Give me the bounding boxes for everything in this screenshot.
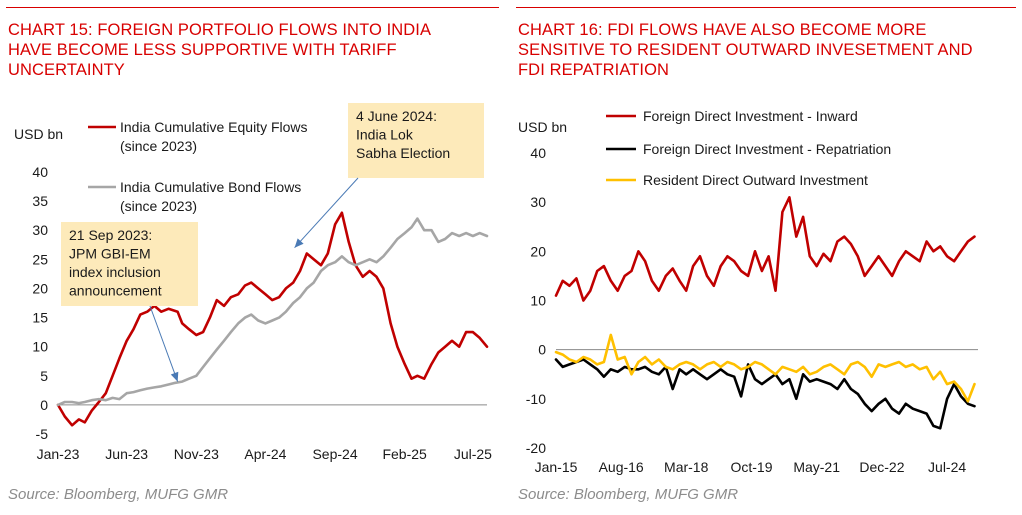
y-tick-label: 40 bbox=[32, 164, 48, 180]
y-tick-label: 10 bbox=[530, 293, 546, 309]
x-tick-label: Nov-23 bbox=[174, 446, 219, 462]
annotation-text: Sabha Election bbox=[356, 145, 450, 161]
annotation-text: JPM GBI-EM bbox=[69, 246, 151, 262]
annotation-text: 21 Sep 2023: bbox=[69, 227, 152, 243]
annotation-arrow-head bbox=[170, 371, 179, 382]
x-tick-label: Dec-22 bbox=[859, 459, 904, 475]
chart-plot: USD bn -20 -10 0 10 20 30 40 Jan-15 Aug-16 Mar-18 O… bbox=[518, 108, 978, 475]
annotation-text: 4 June 2024: bbox=[356, 108, 437, 124]
x-tick-label: May-21 bbox=[793, 459, 840, 475]
x-tick-label: Jan-23 bbox=[37, 446, 80, 462]
chart-plot: USD bn -5 0 5 10 15 20 25 30 35 40 Jan-23 Jun-23 Nov-… bbox=[14, 103, 492, 462]
y-tick-label: 0 bbox=[538, 342, 546, 358]
y-tick-label: -10 bbox=[526, 391, 546, 407]
x-tick-label: Mar-18 bbox=[664, 459, 709, 475]
x-tick-label: Jul-24 bbox=[928, 459, 966, 475]
chart-title-line: SENSITIVE TO RESIDENT OUTWARD INVESETMEN… bbox=[518, 41, 973, 59]
annotation-box bbox=[61, 222, 198, 306]
chart-title-line: FDI REPATRIATION bbox=[518, 61, 670, 79]
legend-label: India Cumulative Bond Flows bbox=[120, 179, 301, 195]
legend-label: India Cumulative Equity Flows bbox=[120, 119, 308, 135]
chart-title: CHART 16: FDI FLOWS HAVE ALSO BECOME MOR… bbox=[518, 20, 1014, 80]
y-axis-label: USD bn bbox=[14, 126, 63, 142]
annotation-box bbox=[348, 103, 484, 178]
legend-label: (since 2023) bbox=[120, 138, 197, 154]
y-tick-label: 10 bbox=[32, 339, 48, 355]
x-tick-label: Apr-24 bbox=[244, 446, 286, 462]
series-line-2 bbox=[554, 333, 976, 403]
x-tick-label: Oct-19 bbox=[730, 459, 772, 475]
annotation-text: announcement bbox=[69, 283, 162, 299]
source-note: Source: Bloomberg, MUFG GMR bbox=[518, 486, 739, 503]
title-rule bbox=[516, 7, 1016, 8]
y-tick-label: 15 bbox=[32, 310, 48, 326]
chart-title: CHART 15: FOREIGN PORTFOLIO FLOWS INTO I… bbox=[8, 20, 497, 80]
y-tick-label: 25 bbox=[32, 251, 48, 267]
x-tick-label: Feb-25 bbox=[382, 446, 427, 462]
y-tick-label: -5 bbox=[36, 426, 49, 442]
x-tick-label: Jun-23 bbox=[105, 446, 148, 462]
chart-title-line: CHART 15: FOREIGN PORTFOLIO FLOWS INTO I… bbox=[8, 21, 432, 39]
series-line-1 bbox=[554, 358, 976, 430]
y-tick-label: 30 bbox=[530, 194, 546, 210]
x-tick-label: Aug-16 bbox=[599, 459, 644, 475]
x-tick-label: Jan-15 bbox=[535, 459, 578, 475]
legend-label: (since 2023) bbox=[120, 198, 197, 214]
y-tick-label: 5 bbox=[40, 368, 48, 384]
series-line-0 bbox=[56, 211, 489, 427]
source-note: Source: Bloomberg, MUFG GMR bbox=[8, 486, 229, 503]
y-axis-label: USD bn bbox=[518, 119, 567, 135]
y-tick-label: 20 bbox=[32, 280, 48, 296]
annotation-arrow-line bbox=[294, 177, 359, 249]
series-line-1 bbox=[56, 217, 489, 407]
annotation-arrow-head bbox=[294, 238, 304, 248]
legend-label: Resident Direct Outward Investment bbox=[643, 172, 868, 188]
y-tick-label: 40 bbox=[530, 145, 546, 161]
title-rule bbox=[6, 7, 499, 8]
y-tick-label: 0 bbox=[40, 397, 48, 413]
chart-title-line: CHART 16: FDI FLOWS HAVE ALSO BECOME MOR… bbox=[518, 21, 927, 39]
y-tick-label: -20 bbox=[526, 440, 546, 456]
chart-panel-right: CHART 16: FDI FLOWS HAVE ALSO BECOME MOR… bbox=[510, 0, 1022, 515]
chart-title-line: HAVE BECOME LESS SUPPORTIVE WITH TARIFF bbox=[8, 41, 397, 59]
y-tick-label: 30 bbox=[32, 222, 48, 238]
y-tick-label: 20 bbox=[530, 243, 546, 259]
y-tick-label: 35 bbox=[32, 193, 48, 209]
x-tick-label: Sep-24 bbox=[312, 446, 357, 462]
chart-panel-left: CHART 15: FOREIGN PORTFOLIO FLOWS INTO I… bbox=[0, 0, 505, 515]
chart-title-line: UNCERTAINTY bbox=[8, 61, 125, 79]
legend-label: Foreign Direct Investment - Inward bbox=[643, 108, 858, 124]
annotation-text: India Lok bbox=[356, 127, 414, 143]
annotation-text: index inclusion bbox=[69, 264, 161, 280]
series-line-0 bbox=[554, 196, 976, 302]
legend-label: Foreign Direct Investment - Repatriation bbox=[643, 141, 891, 157]
annotation-arrow-line bbox=[149, 305, 179, 382]
x-tick-label: Jul-25 bbox=[454, 446, 492, 462]
